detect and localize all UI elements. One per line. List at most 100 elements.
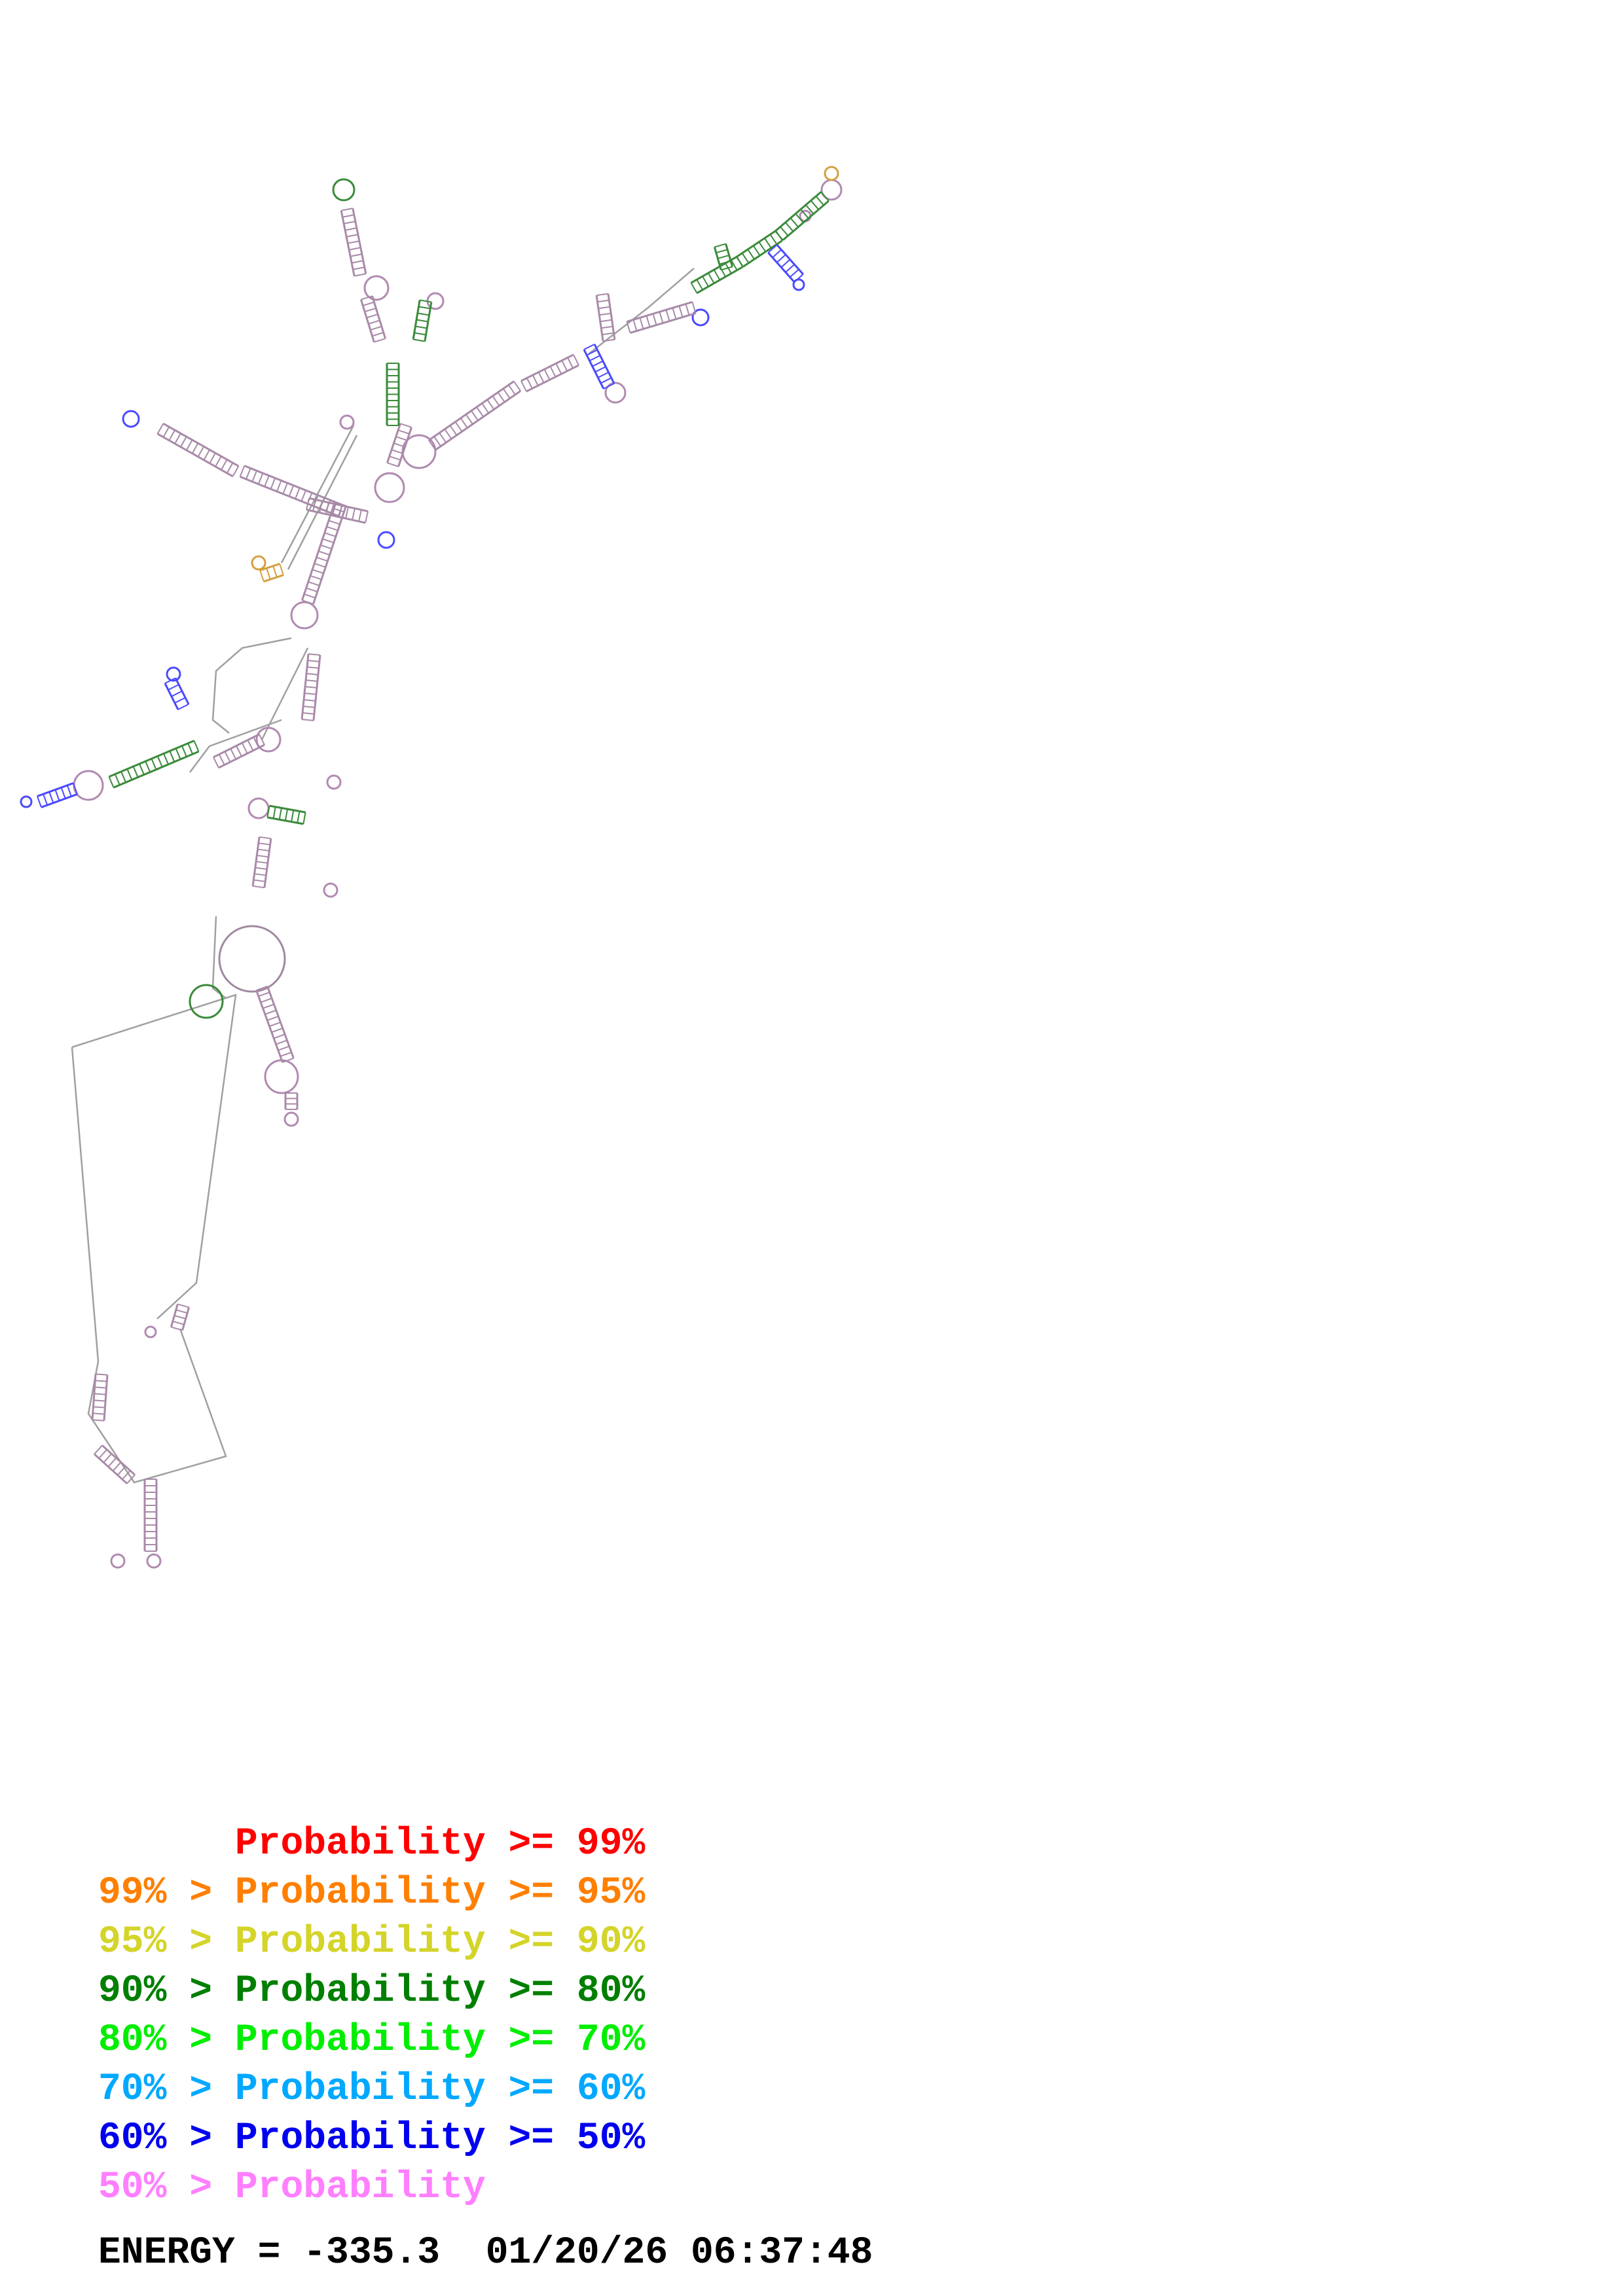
base-pair [177, 704, 189, 710]
hairpin-loop [691, 308, 710, 327]
base-pair [370, 325, 382, 331]
base-pair [393, 442, 405, 448]
base-pair [253, 879, 266, 882]
base-pair [696, 279, 704, 291]
base-pair [342, 214, 355, 218]
helix-stem [520, 353, 579, 393]
hairpin-loop [144, 1325, 157, 1338]
internal-loop [247, 797, 270, 819]
base-pair [730, 259, 738, 271]
base-pair [538, 372, 545, 384]
base-pair [278, 1045, 290, 1051]
base-pair [389, 456, 401, 461]
base-pair [308, 653, 321, 656]
base-pair [304, 692, 317, 695]
base-pair [318, 550, 330, 556]
base-pair [132, 766, 139, 778]
helix-stem [583, 344, 615, 389]
base-pair [417, 312, 429, 316]
helix-stem [91, 1373, 109, 1422]
base-pair [555, 363, 562, 374]
base-pair [486, 399, 495, 410]
base-pair [163, 753, 169, 765]
base-pair [320, 544, 332, 550]
helix-strand [630, 312, 697, 334]
base-pair [471, 410, 479, 421]
base-pair [288, 485, 295, 497]
base-pair [372, 332, 384, 337]
base-pair [310, 575, 322, 581]
helix-stem [359, 295, 387, 343]
base-pair [301, 719, 314, 721]
base-pair [368, 319, 380, 325]
legend-row: 80% > Probability >= 70% [98, 2019, 646, 2062]
base-pair [162, 426, 170, 438]
base-pair [308, 581, 320, 586]
base-pair [301, 490, 307, 502]
base-pair [54, 789, 60, 801]
base-pair [685, 304, 690, 315]
base-pair [264, 475, 270, 487]
base-pair [291, 810, 295, 822]
base-pair [273, 1033, 285, 1039]
base-pair [507, 384, 516, 395]
base-pair [702, 276, 709, 287]
base-pair [790, 217, 799, 228]
base-pair [218, 754, 225, 766]
helix-strand [782, 200, 830, 241]
base-pair [492, 395, 500, 406]
base-pair [255, 861, 268, 864]
base-pair [721, 266, 733, 271]
base-pair [433, 436, 442, 447]
base-pair [352, 266, 365, 270]
base-pair [439, 432, 447, 443]
hairpin-loop [110, 1553, 126, 1569]
base-pair [592, 360, 604, 367]
helix-strand [736, 230, 776, 258]
backbone-connector [589, 268, 695, 354]
legend-row: 50% > Probability [98, 2166, 486, 2209]
helix-stem [428, 380, 521, 451]
internal-loop [255, 726, 282, 753]
base-pair [193, 740, 200, 752]
base-pair [197, 446, 205, 457]
base-pair [602, 332, 614, 336]
base-pair [191, 442, 199, 454]
base-pair [117, 1465, 126, 1476]
base-pair [307, 660, 320, 662]
base-pair [263, 1003, 274, 1009]
base-pair [66, 785, 72, 797]
base-pair [43, 793, 48, 806]
base-pair [48, 791, 54, 804]
base-pair [95, 1380, 107, 1382]
hairpin-loop [323, 882, 338, 898]
base-pair [168, 429, 175, 441]
base-pair [820, 191, 830, 202]
base-pair [586, 349, 598, 356]
hairpin-loop [377, 531, 395, 549]
base-pair [259, 734, 265, 745]
base-pair [266, 567, 271, 580]
backbone-connector [261, 647, 309, 740]
helix-stem [301, 501, 347, 605]
base-pair [139, 763, 145, 776]
base-pair [772, 249, 782, 259]
base-pair [764, 238, 772, 249]
energy-timestamp-line: ENERGY = -335.3 01/20/26 06:37:48 [98, 2232, 873, 2274]
helix-stem [690, 255, 744, 295]
base-pair [239, 465, 246, 477]
helix-strand [626, 300, 693, 323]
helix-stem [213, 733, 265, 769]
hairpin-loop [283, 1111, 299, 1127]
base-pair [345, 507, 349, 519]
base-pair [600, 319, 612, 323]
base-pair [603, 383, 615, 389]
base-pair [449, 425, 458, 436]
base-pair [258, 842, 270, 846]
base-pair [400, 423, 412, 428]
hairpin-loop [251, 555, 266, 571]
base-pair [257, 854, 269, 858]
base-pair [215, 456, 222, 467]
helix-strand [371, 295, 387, 339]
base-pair [306, 673, 319, 675]
